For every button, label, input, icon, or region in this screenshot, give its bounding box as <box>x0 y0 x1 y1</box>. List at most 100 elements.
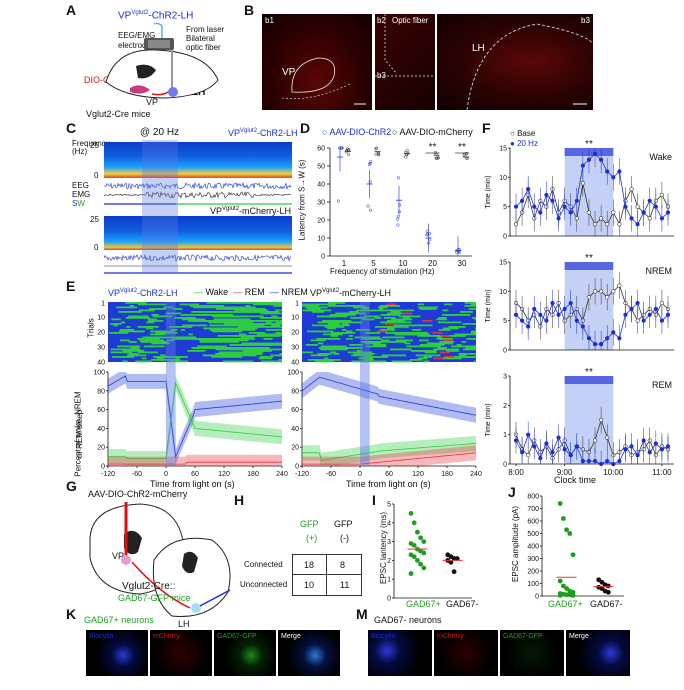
e-raster-wake <box>448 342 453 345</box>
e-raster-wake <box>473 360 476 363</box>
f-point-base <box>617 283 622 288</box>
e-raster-wake <box>398 315 421 318</box>
e-raster-wake <box>355 329 371 331</box>
h-table: 18 8 10 11 <box>292 554 362 596</box>
e-raster-wake <box>211 338 256 340</box>
f-point-stim <box>538 312 543 317</box>
d-xtick-label: 30 <box>458 259 467 268</box>
e-raster-wake <box>137 338 160 340</box>
d-point-chr2 <box>395 217 400 221</box>
e-raster-wake <box>153 356 170 358</box>
e-raster-wake <box>460 333 476 336</box>
f-point-stim <box>605 169 610 174</box>
e-raster-wake <box>179 303 194 306</box>
k-title: GAD67+ neurons <box>84 615 154 625</box>
f-point-base <box>611 289 616 294</box>
e-xtick-label: 180 <box>247 471 259 478</box>
dp-point-gad-pos <box>421 550 427 556</box>
e-raster-wake <box>111 318 121 321</box>
e-raster-wake <box>373 360 387 363</box>
e-raster-wake <box>229 344 275 346</box>
e-raster-wake <box>165 312 182 315</box>
e-raster-wake <box>404 342 411 345</box>
e-xlabel1: Time from light on (s) <box>150 479 235 489</box>
f-xlabel: Clock time <box>554 475 597 485</box>
f-point-stim <box>647 312 652 317</box>
e-xtick-label: 240 <box>470 471 482 478</box>
e-raster-wake <box>368 309 394 312</box>
f-point-stim <box>556 312 561 317</box>
e-raster-wake <box>156 357 165 360</box>
f-point-stim <box>623 312 628 317</box>
e-raster-wake <box>423 308 437 310</box>
i-x2: GAD67- <box>446 599 479 609</box>
e-title1-sup: Vglut2 <box>120 288 138 294</box>
c-tick-25: 25 <box>90 141 99 150</box>
e-xtick-label: 120 <box>412 471 424 478</box>
e-raster-wake <box>414 350 433 352</box>
panel-b-label: B <box>244 2 255 18</box>
e-raster-wake <box>440 338 448 340</box>
e-raster-wake <box>197 345 227 348</box>
optic-fiber-b-label: Optic fiber <box>392 16 429 25</box>
d-point-chr2 <box>398 203 402 207</box>
e-raster-wake <box>462 356 476 358</box>
d-point-chr2 <box>339 146 343 150</box>
e-raster-rem <box>443 356 454 358</box>
f-point-stim <box>599 342 604 347</box>
e-raster-wake <box>120 321 126 324</box>
dp-point-gad-pos <box>421 539 427 544</box>
e-raster-wake <box>327 327 336 330</box>
e-raster-wake <box>471 330 476 333</box>
e-trial-tick: 10 <box>291 315 299 322</box>
f-ytick-label: 10 <box>499 289 507 296</box>
f-point-stim <box>544 441 549 446</box>
chart-i: 0 1 2 3 4 5 <box>387 502 472 603</box>
mice-label-a: Vglut2-Cre mice <box>86 109 151 119</box>
m-tile-label-2: GAD67-GFP <box>503 633 543 640</box>
dp-point-gad-neg <box>454 556 460 561</box>
dp-point-gad-neg <box>448 559 454 565</box>
e-raster-wake <box>187 350 206 352</box>
e-raster-wake <box>172 308 183 310</box>
d-point-chr2 <box>396 223 400 227</box>
d-sig: ** <box>458 142 466 153</box>
e-raster-wake <box>174 336 197 339</box>
e-trial-tick: 30 <box>97 345 105 352</box>
e-raster-wake <box>211 356 243 358</box>
c-title1-post: -ChR2-LH <box>257 128 298 138</box>
e-raster-wake <box>318 347 332 349</box>
d-point-chr2 <box>368 208 372 212</box>
c-tick-0: 0 <box>94 171 99 180</box>
k-tile-label-1: mCherry <box>153 633 180 640</box>
c-s: S <box>72 199 78 208</box>
e-raster-wake <box>117 345 141 348</box>
e-raster-wake <box>233 348 279 351</box>
e-raster-wake <box>148 308 159 310</box>
e-raster-wake <box>380 321 407 324</box>
chart-e-mcherry: 1 10 20 30 40 0 20 40 60 80 100 -120 -60 0 60 120 180 240 <box>288 301 482 479</box>
e-raster-wake <box>260 312 269 315</box>
d-point-mcherry <box>435 156 439 160</box>
dp-ytick-label: 4 <box>387 520 391 527</box>
f-point-base <box>580 181 585 186</box>
e-raster-wake <box>348 305 358 307</box>
e-ytick-label: 20 <box>97 445 105 452</box>
e-raster-wake <box>119 330 142 333</box>
e-raster-rem <box>422 320 433 322</box>
d-ylabel: Latency from S→W (s) <box>297 159 307 241</box>
e-raster-wake <box>192 306 228 309</box>
e-trial-tick: 1 <box>101 301 105 308</box>
dp-point-gad-pos <box>411 542 417 548</box>
e-raster-rem <box>377 330 388 333</box>
f-point-base <box>592 438 598 443</box>
f-point-stim <box>605 458 610 464</box>
e-raster-wake <box>381 354 407 357</box>
e-raster-wake <box>199 339 249 342</box>
f-leg-base: Base <box>517 129 536 138</box>
dp-point-gad-pos <box>408 511 414 516</box>
e-raster-wake <box>362 308 369 310</box>
h-cell-11: 18 <box>304 560 315 570</box>
d-point-chr2 <box>425 229 429 233</box>
panel-m-label: M <box>356 606 368 622</box>
